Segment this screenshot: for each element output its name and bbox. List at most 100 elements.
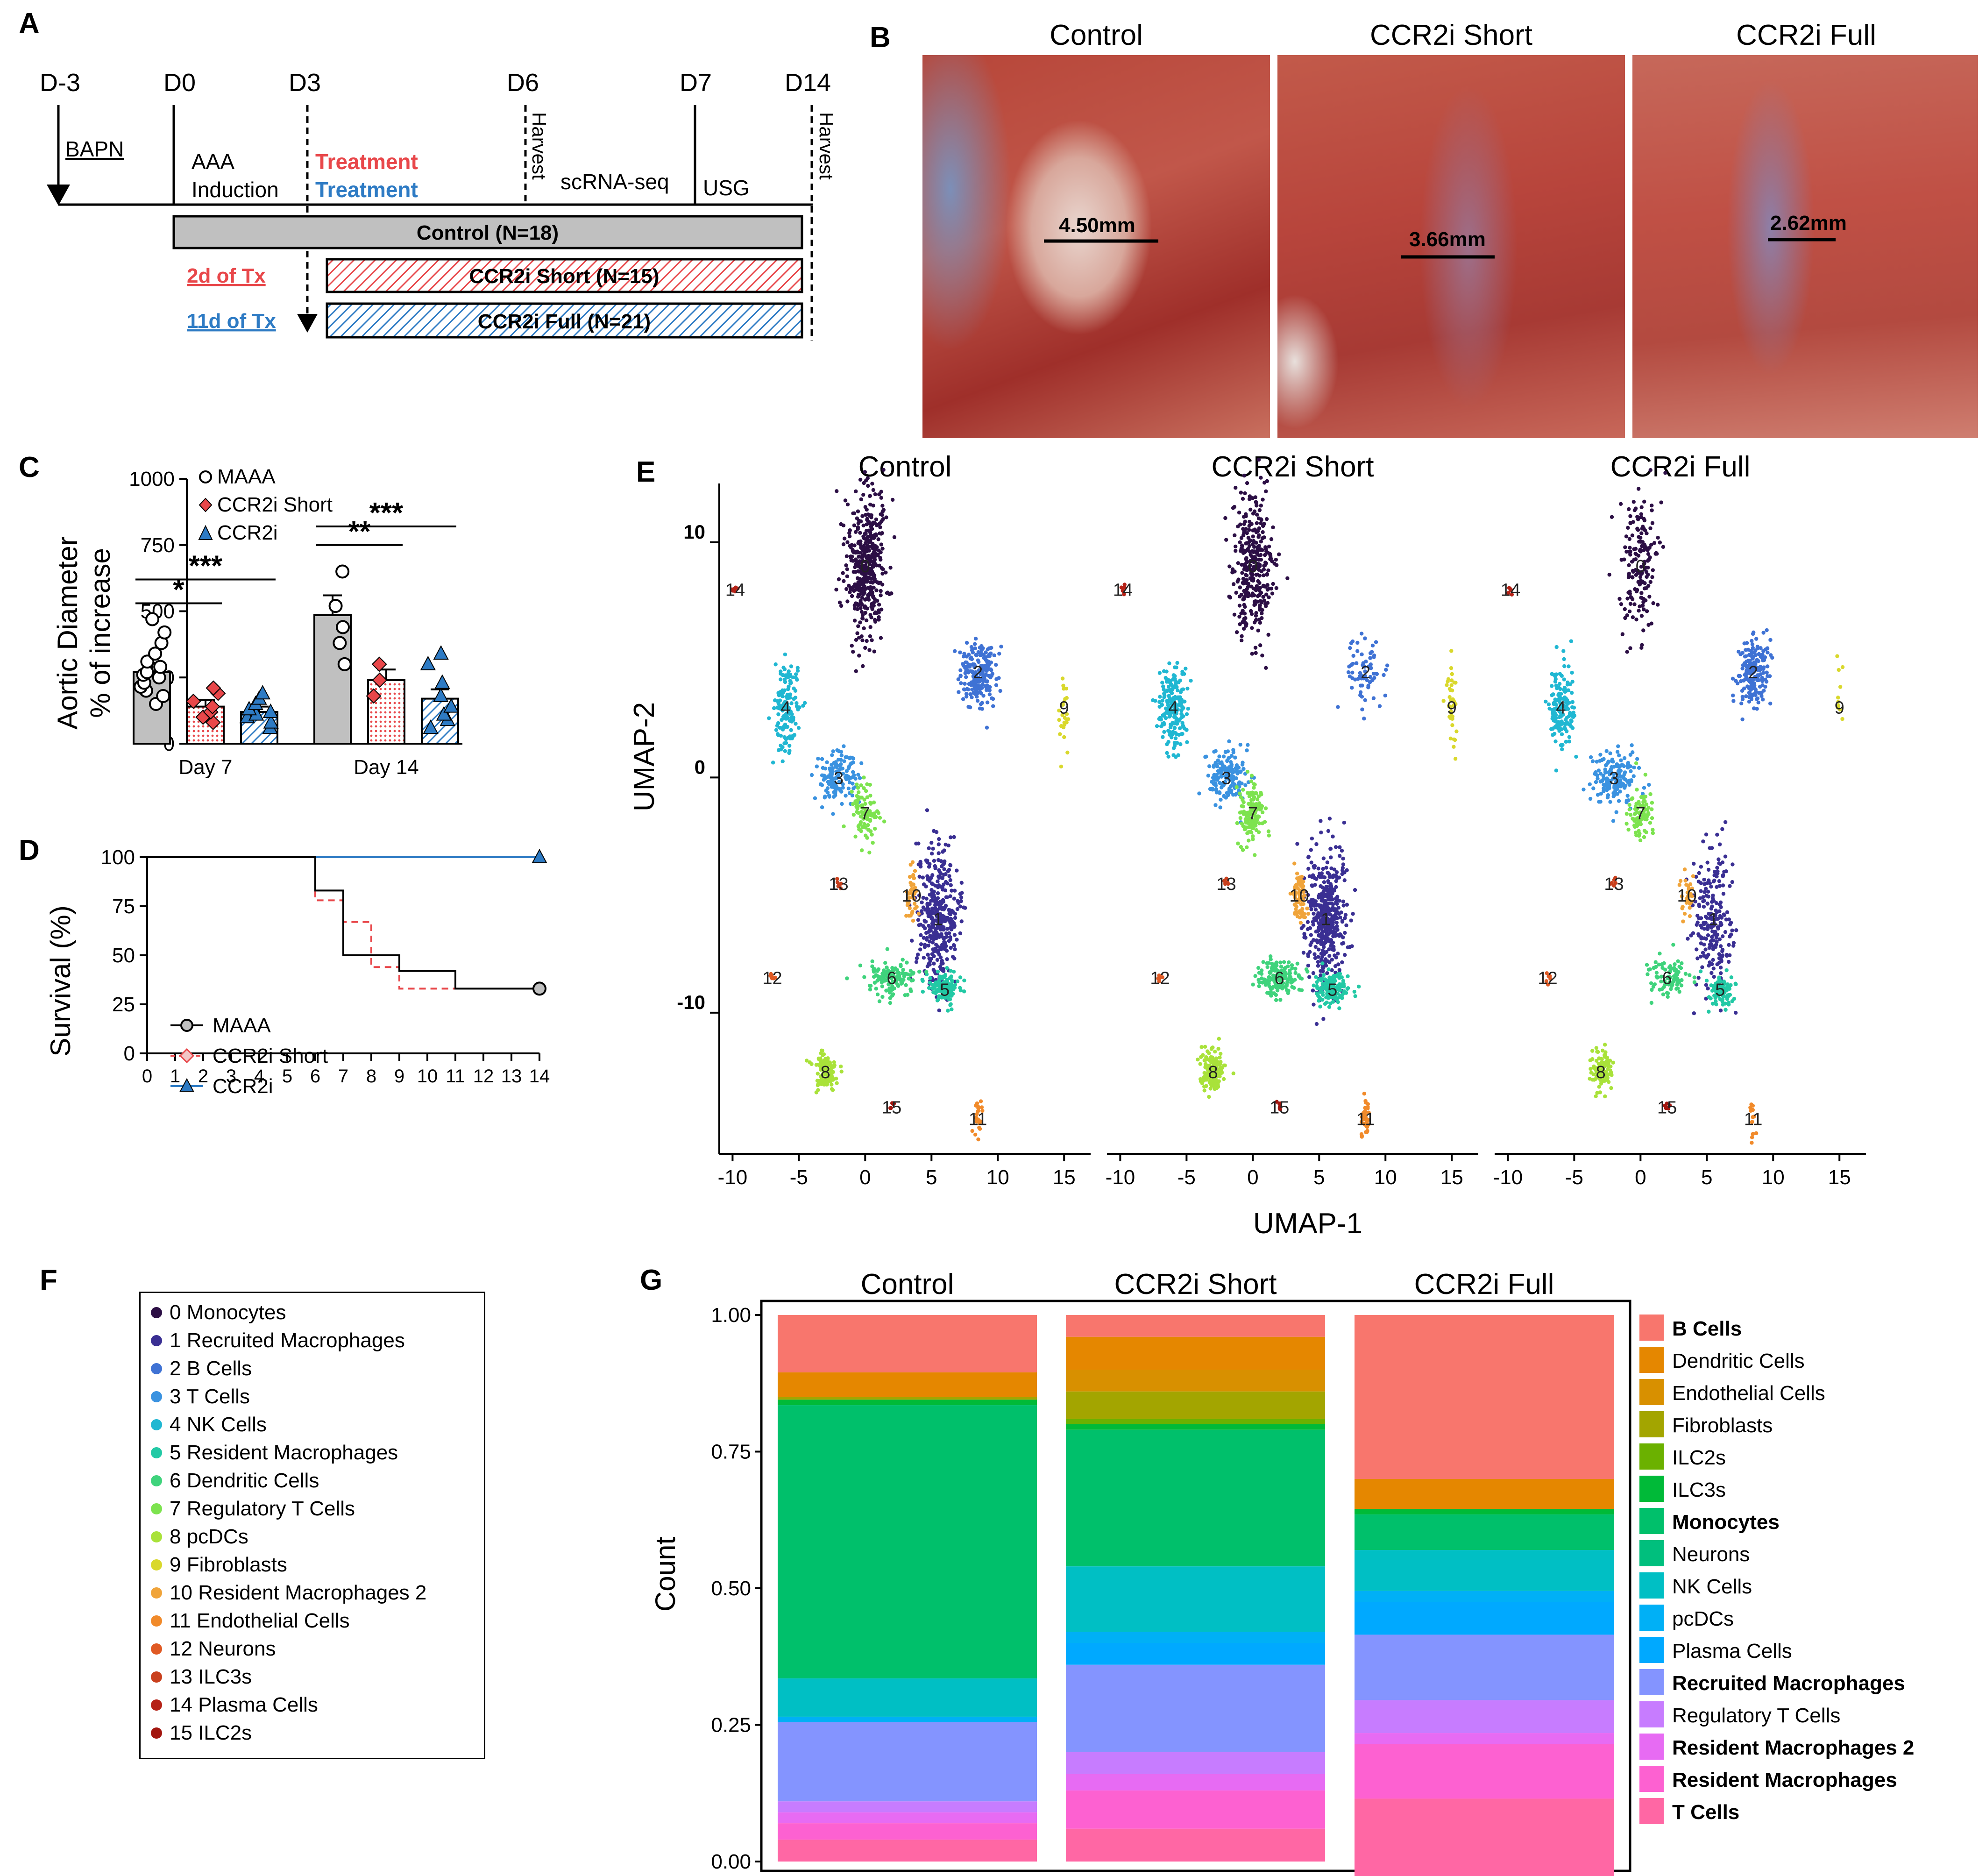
umap-point <box>772 706 776 711</box>
umap-point <box>1277 1102 1282 1106</box>
umap-point <box>1338 932 1342 937</box>
umap-point <box>1749 683 1753 688</box>
umap-point <box>959 899 964 903</box>
umap-point <box>1322 880 1326 884</box>
umap-point <box>858 599 863 603</box>
umap-point <box>1316 867 1320 871</box>
umap-point <box>785 715 790 719</box>
umap-point <box>864 816 868 820</box>
umap-point <box>858 804 863 808</box>
umap-point <box>1234 548 1238 553</box>
umap-point <box>1750 639 1754 643</box>
umap-point <box>872 560 877 565</box>
umap-point <box>853 565 857 569</box>
umap-point <box>874 517 879 522</box>
umap-point <box>921 875 925 880</box>
umap-point <box>1617 799 1621 803</box>
umap-point <box>1341 856 1345 861</box>
umap-point <box>941 969 946 973</box>
umap-point <box>1452 680 1456 685</box>
umap-point <box>1252 620 1257 625</box>
umap-point <box>1326 932 1330 937</box>
umap-point <box>1636 487 1641 491</box>
umap-point <box>1231 582 1236 586</box>
umap-point <box>1269 957 1273 962</box>
umap-point <box>1267 595 1271 599</box>
umap-point <box>1264 489 1268 494</box>
umap-point <box>879 542 883 547</box>
data-point <box>337 657 352 671</box>
umap-point <box>1237 614 1241 619</box>
umap-point <box>1237 780 1241 784</box>
umap-point <box>932 889 936 894</box>
umap-point <box>1330 968 1334 973</box>
umap-point <box>845 567 849 571</box>
umap-point <box>1269 986 1273 991</box>
umap-point <box>1646 623 1651 627</box>
umap-point <box>888 1001 893 1005</box>
umap-point <box>928 939 932 944</box>
umap-point <box>1305 906 1309 910</box>
umap-point <box>1241 609 1245 613</box>
umap-cluster-4 <box>767 652 807 765</box>
umap-point <box>919 942 923 946</box>
umap-point <box>852 603 857 607</box>
umap-point <box>1270 978 1275 982</box>
umap-cluster-3 <box>1197 739 1256 824</box>
umap-point <box>1700 965 1704 969</box>
umap-point <box>959 895 964 900</box>
umap-point <box>1560 747 1564 752</box>
umap-point <box>1261 595 1265 599</box>
umap-point <box>1175 661 1179 665</box>
umap-cluster-3 <box>1582 743 1651 823</box>
umap-point <box>1264 517 1269 521</box>
umap-point <box>853 799 858 803</box>
umap-point <box>945 980 949 984</box>
umap-cluster-11 <box>1359 1091 1371 1139</box>
umap-point <box>972 677 977 682</box>
umap-point <box>943 859 947 864</box>
umap-panel-title: CCR2i Full <box>1610 451 1751 483</box>
umap-point <box>1323 921 1327 925</box>
umap-point <box>877 563 881 568</box>
umap-point <box>912 888 917 892</box>
umap-point <box>1760 653 1765 657</box>
umap-point <box>1327 1005 1332 1009</box>
umap-point <box>1342 820 1346 825</box>
umap-point <box>918 860 922 864</box>
umap-point <box>875 809 880 813</box>
umap-point <box>831 795 836 799</box>
umap-point <box>932 859 936 863</box>
umap-point <box>1219 1069 1224 1074</box>
umap-point <box>905 960 909 965</box>
umap-point <box>1231 1071 1235 1076</box>
umap-point <box>1331 902 1335 907</box>
cluster-label: 1 <box>1709 910 1718 929</box>
umap-point <box>945 957 949 961</box>
cluster-label: 1 <box>933 910 943 929</box>
umap-point <box>1360 707 1364 711</box>
umap-cluster-5 <box>920 966 966 1013</box>
x-tick-label: 0 <box>1247 1166 1258 1189</box>
umap-point <box>1328 846 1333 851</box>
umap-point <box>857 654 861 658</box>
umap-point <box>1370 643 1375 648</box>
umap-point <box>834 588 838 592</box>
umap-point <box>1720 949 1724 953</box>
day-label-d7: D7 <box>680 69 712 97</box>
umap-point <box>1604 749 1609 753</box>
umap-point <box>839 604 844 608</box>
umap-point <box>854 489 858 494</box>
umap-point <box>1343 931 1347 935</box>
umap-point <box>1166 684 1171 689</box>
umap-point <box>1160 681 1164 685</box>
umap-point <box>936 969 940 974</box>
umap-point <box>1608 751 1612 755</box>
umap-point <box>884 570 888 575</box>
y-tick-label: 10 <box>683 521 705 543</box>
umap-point <box>1259 540 1263 544</box>
umap-point <box>864 810 868 815</box>
umap-point <box>1157 700 1162 704</box>
umap-point <box>925 910 929 915</box>
umap-cluster-10 <box>1288 861 1311 925</box>
